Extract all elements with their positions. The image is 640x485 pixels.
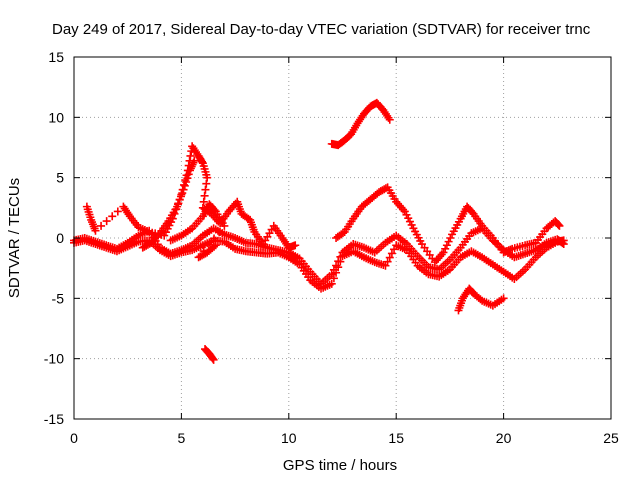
data-point xyxy=(97,221,106,230)
x-tick-label: 25 xyxy=(603,430,619,446)
y-tick-label: 0 xyxy=(56,230,64,246)
axis-ticks: 0 5 10 15 20 25 -15 -10 -5 0 5 10 15 xyxy=(44,49,619,446)
data-point xyxy=(334,263,343,272)
series-upper-swings xyxy=(82,142,564,267)
data-point xyxy=(210,234,219,243)
data-point xyxy=(329,274,338,283)
data-point xyxy=(102,217,111,226)
data-point xyxy=(208,354,217,363)
y-tick-label: 15 xyxy=(48,49,64,65)
x-tick-label: 15 xyxy=(388,430,404,446)
data-point xyxy=(444,237,453,246)
data-point xyxy=(210,206,219,215)
data-point xyxy=(385,253,394,262)
data-point xyxy=(113,207,122,216)
y-tick-label: -15 xyxy=(44,411,64,427)
series-lower-band xyxy=(70,236,568,293)
data-point xyxy=(446,234,455,242)
y-tick-label: 5 xyxy=(56,170,64,186)
data-point xyxy=(183,174,192,183)
data-point xyxy=(220,221,229,230)
y-tick-label: 10 xyxy=(48,109,64,125)
series-low-isolated xyxy=(201,345,218,364)
data-point xyxy=(327,270,336,279)
data-point xyxy=(441,244,450,253)
data-point xyxy=(327,279,336,288)
data-point xyxy=(439,248,448,257)
data-point xyxy=(198,157,207,166)
x-tick-label: 20 xyxy=(496,430,512,446)
data-point xyxy=(199,197,208,206)
series-rising-arcs xyxy=(138,156,229,262)
data-point xyxy=(190,156,199,165)
data-point xyxy=(332,268,341,277)
data-point xyxy=(210,242,219,251)
data-point xyxy=(180,181,189,190)
x-tick-label: 10 xyxy=(281,430,297,446)
data-point xyxy=(182,178,191,187)
data-point xyxy=(385,115,394,124)
data-point xyxy=(179,185,188,194)
data-point xyxy=(387,249,396,258)
data-point xyxy=(203,173,212,182)
data-point xyxy=(555,221,564,230)
data-points xyxy=(70,98,568,364)
data-point xyxy=(291,241,300,250)
data-point xyxy=(499,294,508,303)
chart-title: Day 249 of 2017, Sidereal Day-to-day VTE… xyxy=(52,21,591,38)
data-point xyxy=(442,241,451,250)
data-point xyxy=(186,151,195,160)
data-point xyxy=(200,191,209,200)
data-point xyxy=(215,228,224,237)
data-point xyxy=(108,212,117,221)
data-point xyxy=(201,185,210,194)
data-point xyxy=(336,257,345,266)
x-axis-label: GPS time / hours xyxy=(283,457,397,474)
data-point xyxy=(184,170,193,179)
y-tick-label: -5 xyxy=(52,290,65,306)
series-low-cluster xyxy=(454,284,508,315)
data-point xyxy=(554,220,563,229)
data-point xyxy=(381,261,390,270)
y-axis-label: SDTVAR / TECUs xyxy=(6,178,23,298)
data-point xyxy=(202,179,211,188)
x-tick-label: 5 xyxy=(178,430,186,446)
data-point xyxy=(383,257,392,266)
x-tick-label: 0 xyxy=(70,430,78,446)
data-point xyxy=(91,226,100,235)
data-point xyxy=(209,355,218,364)
data-point xyxy=(559,236,568,245)
y-tick-label: -10 xyxy=(44,351,64,367)
data-point xyxy=(211,241,220,250)
series-high-arc xyxy=(327,98,394,150)
data-point xyxy=(390,245,399,254)
